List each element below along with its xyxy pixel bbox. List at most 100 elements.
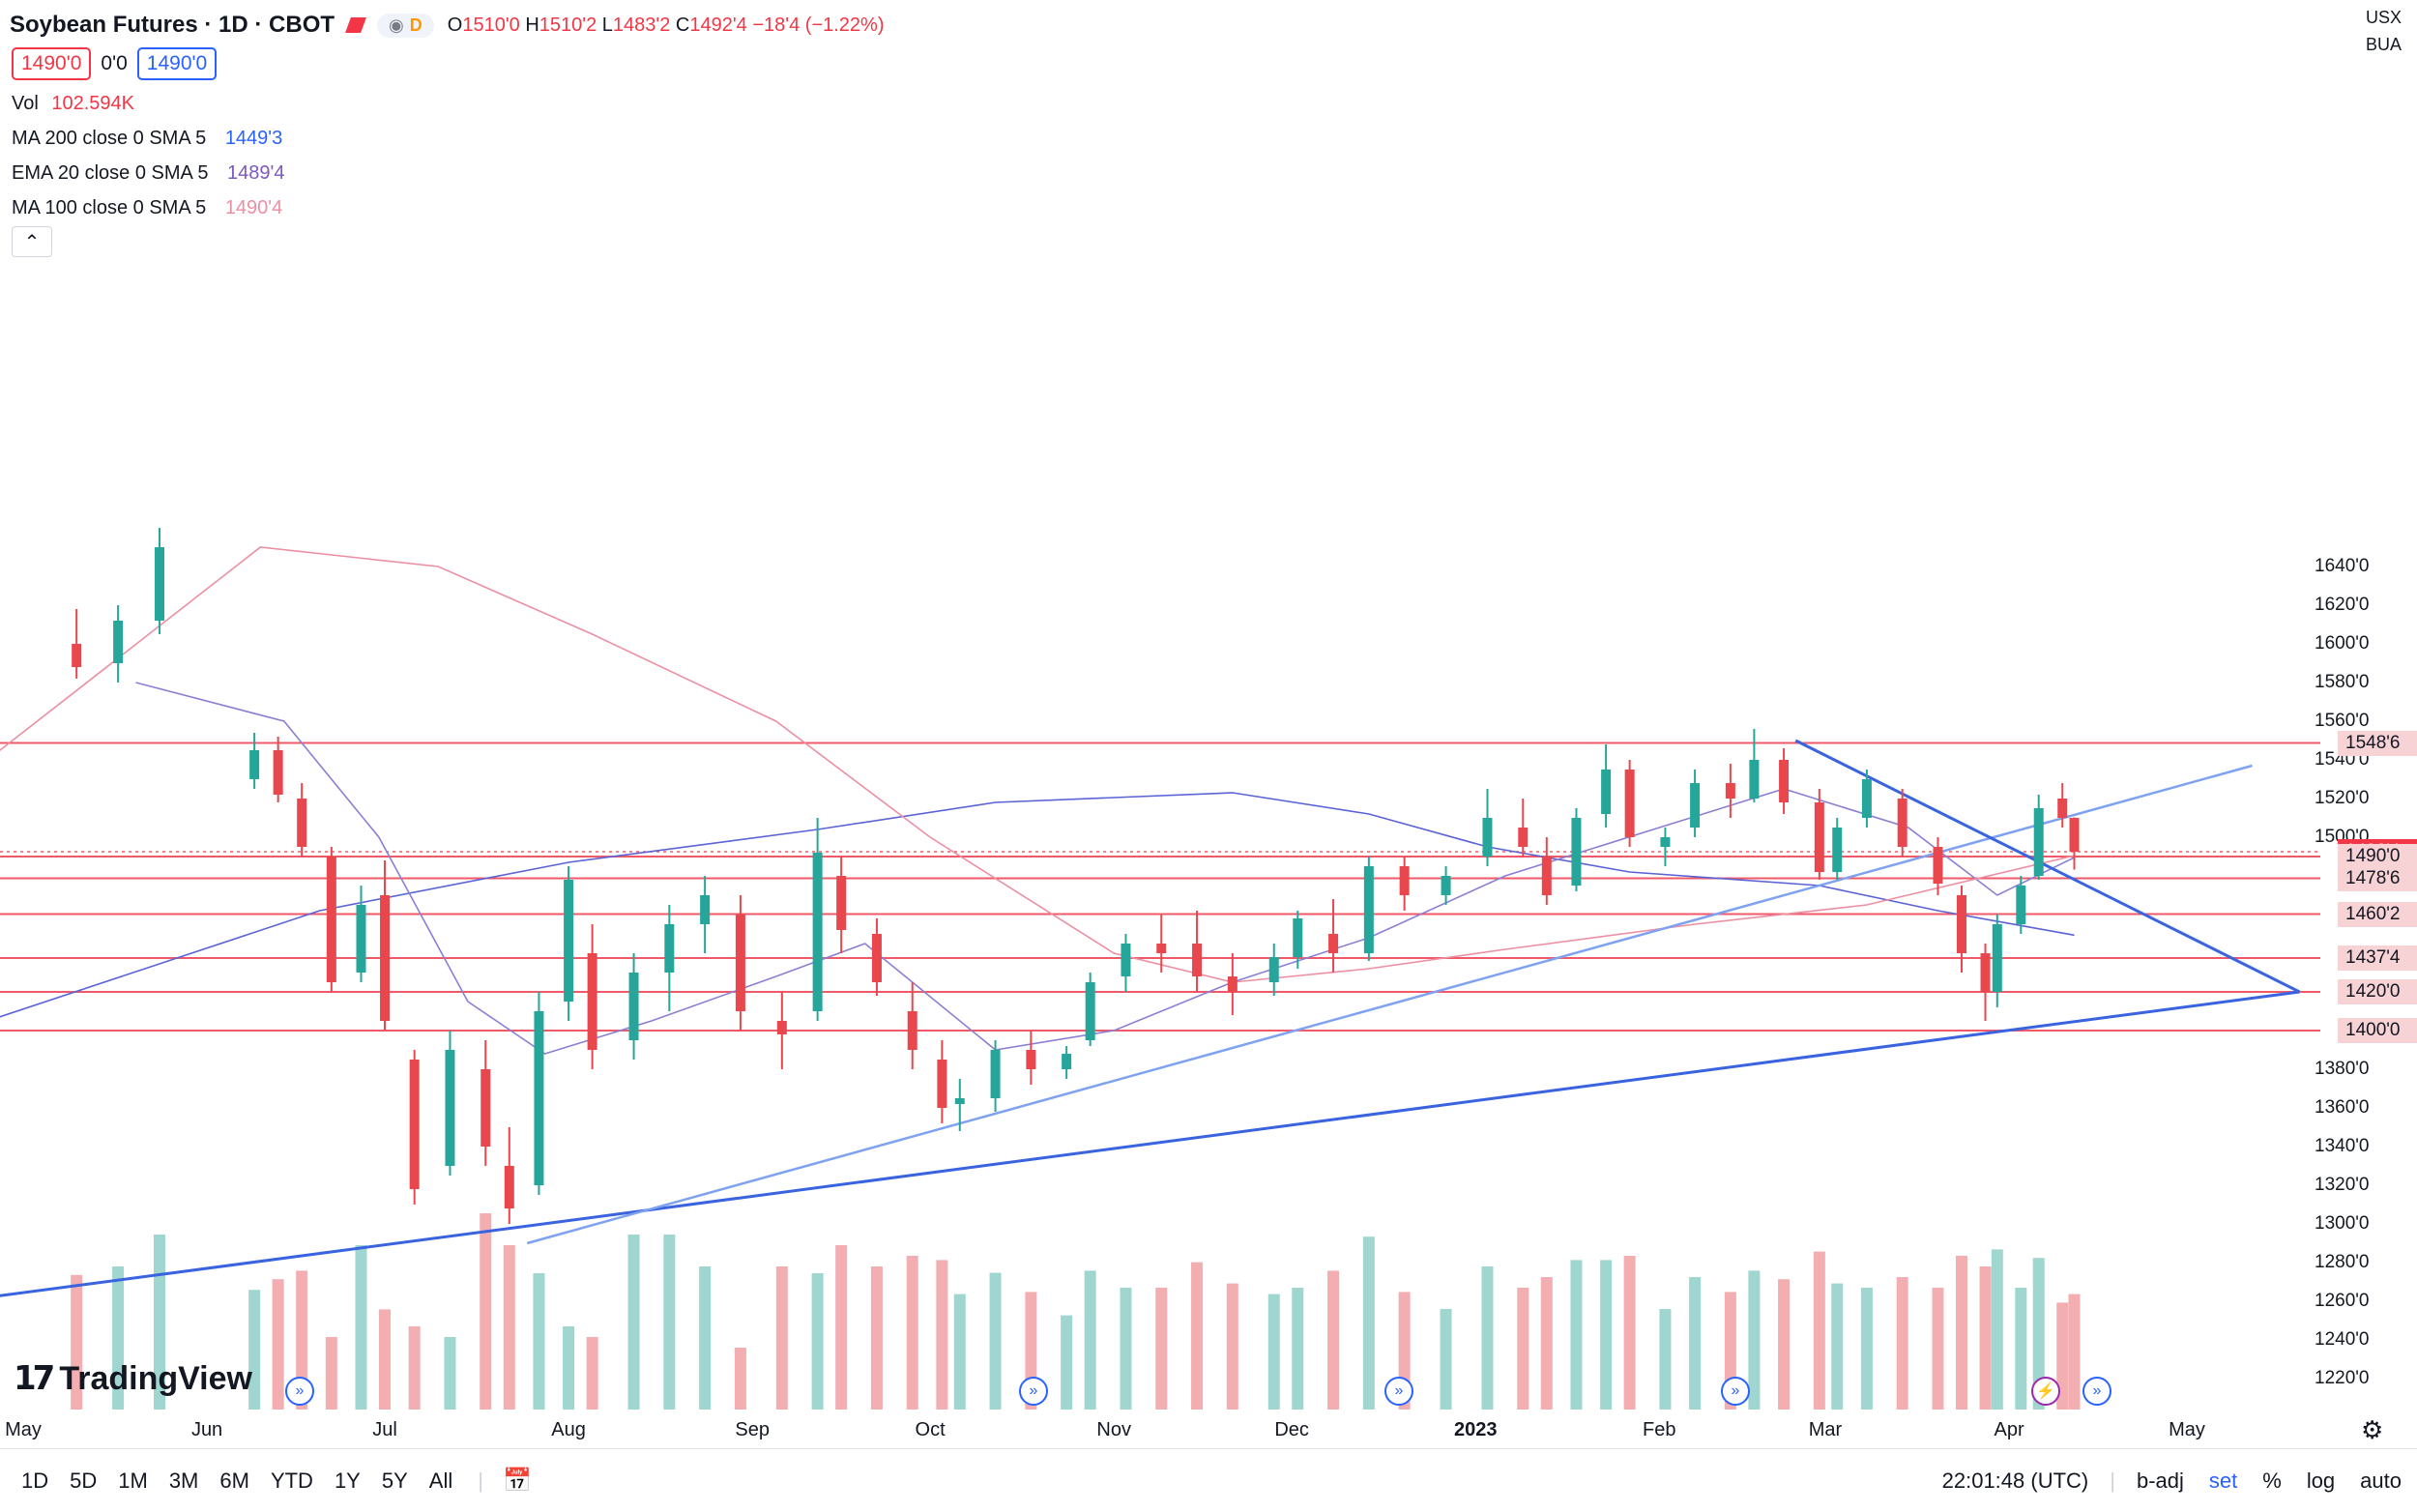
chart-header: Soybean Futures · 1D · CBOT ◉ D O1510'0 …	[10, 8, 885, 43]
candle-body	[1814, 802, 1824, 872]
price-tick-label: 1240'0	[2315, 1329, 2370, 1350]
divider: |	[478, 1468, 483, 1493]
candle-body	[1992, 924, 2002, 992]
candle-body	[1832, 828, 1843, 872]
candle-body	[1156, 944, 1167, 953]
symbol-title[interactable]: Soybean Futures · 1D · CBOT	[10, 12, 335, 38]
event-marker[interactable]: »	[1384, 1377, 1413, 1406]
time-tick-label: May	[2169, 1419, 2205, 1440]
candle-body	[990, 1050, 1001, 1098]
tradingview-logo[interactable]: 𝟭𝟳 TradingView	[14, 1359, 252, 1398]
time-tick-label: Dec	[1274, 1419, 1309, 1440]
event-marker[interactable]: »	[285, 1377, 314, 1406]
unit-label[interactable]: BUA	[2365, 35, 2402, 54]
volume-bar	[2015, 1288, 2027, 1410]
range-1m[interactable]: 1M	[118, 1468, 148, 1493]
sell-button[interactable]: 1490'0	[12, 47, 92, 80]
range-1d[interactable]: 1D	[21, 1468, 49, 1493]
candle-body	[1085, 982, 1095, 1040]
range-all[interactable]: All	[428, 1468, 453, 1493]
hline-price-label: 1490'0	[2338, 844, 2417, 869]
candle-body	[1482, 818, 1493, 857]
candle-body	[587, 953, 597, 1050]
volume-bar	[1748, 1270, 1761, 1410]
event-marker[interactable]: »	[1019, 1377, 1048, 1406]
volume-bar	[1061, 1315, 1073, 1410]
trade-buttons: 1490'0 0'0 1490'0	[12, 47, 218, 80]
candle-body	[155, 547, 165, 621]
percent-toggle[interactable]: %	[2262, 1468, 2282, 1493]
volume-bar	[533, 1273, 545, 1410]
buy-button[interactable]: 1490'0	[136, 47, 218, 80]
volume-bar	[1623, 1256, 1636, 1410]
volume-bar	[1327, 1270, 1340, 1410]
volume-bar	[835, 1245, 848, 1410]
volume-bar	[71, 1274, 83, 1410]
range-5y[interactable]: 5Y	[381, 1468, 408, 1493]
indicator-volume[interactable]: Vol 102.594K	[12, 93, 135, 114]
indicator-ma100[interactable]: MA 100 close 0 SMA 5 1490'4	[12, 197, 283, 218]
currency-label[interactable]: USX	[2365, 8, 2402, 27]
indicator-ema20[interactable]: EMA 20 close 0 SMA 5 1489'4	[12, 162, 285, 184]
ohlc-change: −18'4 (−1.22%)	[752, 14, 885, 36]
back-adjust-toggle[interactable]: b-adj	[2136, 1468, 2184, 1493]
collapse-legend-button[interactable]: ⌃	[12, 226, 52, 257]
auto-toggle[interactable]: auto	[2360, 1468, 2402, 1493]
candle-body	[480, 1069, 491, 1147]
clock[interactable]: 22:01:48 (UTC)	[1941, 1468, 2089, 1493]
gear-icon[interactable]: ⚙	[2361, 1415, 2384, 1444]
volume-bar	[989, 1272, 1002, 1410]
candle-body	[937, 1060, 947, 1108]
candle-body	[1328, 934, 1339, 953]
indicator-ma200[interactable]: MA 200 close 0 SMA 5 1449'3	[12, 128, 283, 149]
candle-body	[1933, 847, 1943, 884]
candle-body	[1268, 957, 1279, 982]
volume-bar	[154, 1235, 166, 1410]
volume-bar	[1896, 1277, 1908, 1410]
dividend-arrow-icon: »	[1394, 1382, 1404, 1399]
candle-body	[1601, 770, 1612, 814]
time-tick-label: 2023	[1453, 1419, 1498, 1440]
tradingview-logo-icon: 𝟭𝟳	[14, 1360, 55, 1397]
eye-icon: ◉	[389, 15, 404, 35]
ohlc-open: 1510'0	[462, 14, 520, 36]
price-tick-label: 1640'0	[2315, 556, 2370, 576]
candle-body	[273, 750, 283, 795]
volume-bar	[408, 1326, 421, 1410]
volume-bar	[1831, 1283, 1844, 1410]
event-marker[interactable]: »	[2082, 1377, 2111, 1406]
candle-body	[113, 621, 124, 663]
mode-badge: D	[409, 15, 422, 35]
event-marker[interactable]: ⚡	[2031, 1377, 2060, 1406]
candle-body	[1192, 944, 1203, 976]
candle-body	[700, 895, 711, 924]
range-6m[interactable]: 6M	[219, 1468, 249, 1493]
candle-body	[1026, 1050, 1036, 1069]
volume-bar	[734, 1348, 746, 1410]
event-marker[interactable]: »	[1721, 1377, 1750, 1406]
candle-body	[326, 857, 336, 982]
range-3m[interactable]: 3M	[168, 1468, 199, 1493]
volume-bar	[1860, 1288, 1873, 1410]
lightning-icon: ⚡	[2036, 1383, 2055, 1400]
time-tick-label: Jul	[372, 1419, 397, 1440]
mode-pill[interactable]: ◉ D	[377, 13, 434, 38]
range-ytd[interactable]: YTD	[270, 1468, 313, 1493]
calendar-range-icon[interactable]: 📅	[502, 1468, 532, 1494]
candle-body	[1624, 770, 1635, 837]
moving-average-line	[135, 682, 2075, 1055]
range-1y[interactable]: 1Y	[334, 1468, 361, 1493]
status-flag-icon	[345, 17, 366, 33]
time-tick-label: Mar	[1808, 1419, 1843, 1440]
candle-body	[1897, 799, 1907, 847]
volume-bar	[1689, 1277, 1702, 1410]
range-5d[interactable]: 5D	[70, 1468, 98, 1493]
volume-bar	[1659, 1309, 1672, 1410]
volume-bar	[1155, 1288, 1168, 1410]
settlement-toggle[interactable]: set	[2208, 1468, 2238, 1493]
candle-body	[812, 853, 823, 1011]
dividend-arrow-icon: »	[1731, 1382, 1740, 1399]
log-toggle[interactable]: log	[2306, 1468, 2336, 1493]
candle-body	[628, 973, 639, 1040]
